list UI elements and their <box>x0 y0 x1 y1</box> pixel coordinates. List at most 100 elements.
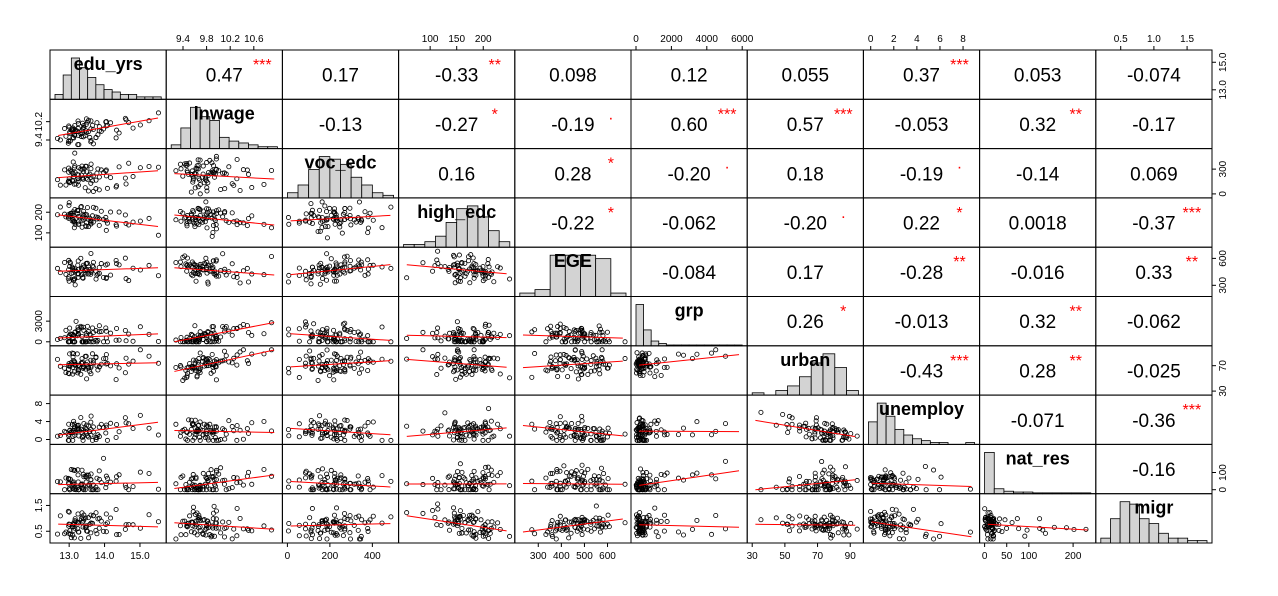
panel-voc_edc-voc_edc: voc_edc <box>281 148 400 199</box>
scatter-point <box>155 486 161 492</box>
smooth-line <box>639 354 740 366</box>
scatter-point <box>561 325 567 331</box>
scatter-point <box>442 355 448 361</box>
scatter-point <box>420 428 426 434</box>
scatter-point <box>269 167 275 173</box>
scatter-point <box>90 358 96 364</box>
scatter-point <box>113 337 119 343</box>
panel-edu_yrs-edu_yrs: edu_yrs <box>49 49 167 100</box>
scatter-point <box>834 484 840 490</box>
scatter-point <box>658 471 664 477</box>
scatter-point <box>342 259 348 265</box>
panel-migr-migr: migr <box>1095 493 1213 544</box>
scatter-point <box>229 485 235 491</box>
scatter-point <box>57 137 63 143</box>
correlation-value: -0.013 <box>895 312 949 333</box>
scatter-point <box>173 260 179 266</box>
scatter-point <box>470 487 476 493</box>
scatter-point <box>459 525 465 531</box>
scatter-point <box>571 354 577 360</box>
scatter-point <box>821 467 827 473</box>
scatter-point <box>826 471 832 477</box>
scatter-point <box>103 521 109 527</box>
correlation-value: 0.28 <box>1019 361 1056 382</box>
panel-EGE-migr: 0.33** <box>1095 246 1213 297</box>
scatter-point <box>269 428 275 434</box>
scatter-point <box>854 526 860 532</box>
scatter-point <box>486 472 492 478</box>
scatter-point <box>578 372 584 378</box>
scatter-point <box>430 508 436 514</box>
scatter-point <box>246 215 252 221</box>
scatter-point <box>75 362 81 368</box>
scatter-point <box>173 421 179 427</box>
scatter-point <box>231 182 237 188</box>
scatter-point <box>296 375 302 381</box>
scatter-point <box>82 212 88 218</box>
scatter-point <box>146 215 152 221</box>
scatter-point <box>606 339 612 345</box>
scatter-point <box>94 531 100 537</box>
histogram-bar <box>371 192 384 199</box>
scatter-point <box>213 467 219 473</box>
scatter-point <box>435 433 441 439</box>
scatter-point <box>435 426 441 432</box>
histogram-bar <box>894 428 905 445</box>
scatter-point <box>234 505 240 511</box>
scatter-point <box>330 425 336 431</box>
scatter-point <box>478 517 484 523</box>
panel-lnwage-urban: 0.57*** <box>746 98 864 150</box>
scatter-point <box>455 469 461 475</box>
scatter-point <box>680 352 686 358</box>
scatter-point <box>249 420 255 426</box>
scatter-point <box>456 252 462 258</box>
panel-frame <box>281 197 400 248</box>
scatter-point <box>71 225 77 231</box>
correlation-value: -0.27 <box>435 115 478 136</box>
scatter-point <box>435 480 441 486</box>
scatter-point <box>585 371 591 377</box>
panel-high_edc-unemploy: 0.22* <box>862 197 981 248</box>
scatter-point <box>114 261 120 267</box>
scatter-point <box>622 339 628 345</box>
scatter-point <box>96 329 102 335</box>
scatter-point <box>420 329 426 335</box>
tick-label: 10.2 <box>220 34 240 45</box>
scatter-point <box>322 203 328 209</box>
correlation-value: -0.053 <box>895 115 949 136</box>
scatter-point <box>634 437 640 443</box>
scatter-point <box>307 339 313 345</box>
scatter-point <box>221 481 227 487</box>
significance-stars: *** <box>1183 402 1202 419</box>
tick-label: 30 <box>1218 385 1229 397</box>
smooth-line <box>290 214 391 222</box>
scatter-point <box>842 523 848 529</box>
scatter-point <box>637 510 643 516</box>
histogram-bar <box>95 84 105 100</box>
panel-EGE-edu_yrs <box>49 246 167 297</box>
scatter-point <box>209 324 215 330</box>
scatter-point <box>146 470 152 476</box>
scatter-point <box>114 223 120 229</box>
scatter-point <box>96 468 102 474</box>
scatter-point <box>365 257 371 263</box>
scatter-point <box>317 413 323 419</box>
scatter-point <box>460 425 466 431</box>
scatter-point <box>652 505 658 511</box>
scatter-point <box>827 523 833 529</box>
scatter-point <box>173 168 179 174</box>
scatter-point <box>661 429 667 435</box>
panel-nat_res-grp <box>630 443 748 495</box>
scatter-point <box>557 414 563 420</box>
scatter-point <box>296 220 302 226</box>
scatter-point <box>204 185 210 191</box>
panel-high_edc-lnwage <box>165 197 283 248</box>
scatter-point <box>483 273 489 279</box>
scatter-point <box>324 471 330 477</box>
panel-voc_edc-unemploy: -0.19. <box>862 148 981 199</box>
significance-stars: *** <box>1183 205 1202 222</box>
scatter-point <box>901 517 907 523</box>
scatter-point <box>54 479 60 485</box>
scatter-point <box>452 355 458 361</box>
scatter-point <box>209 233 215 239</box>
